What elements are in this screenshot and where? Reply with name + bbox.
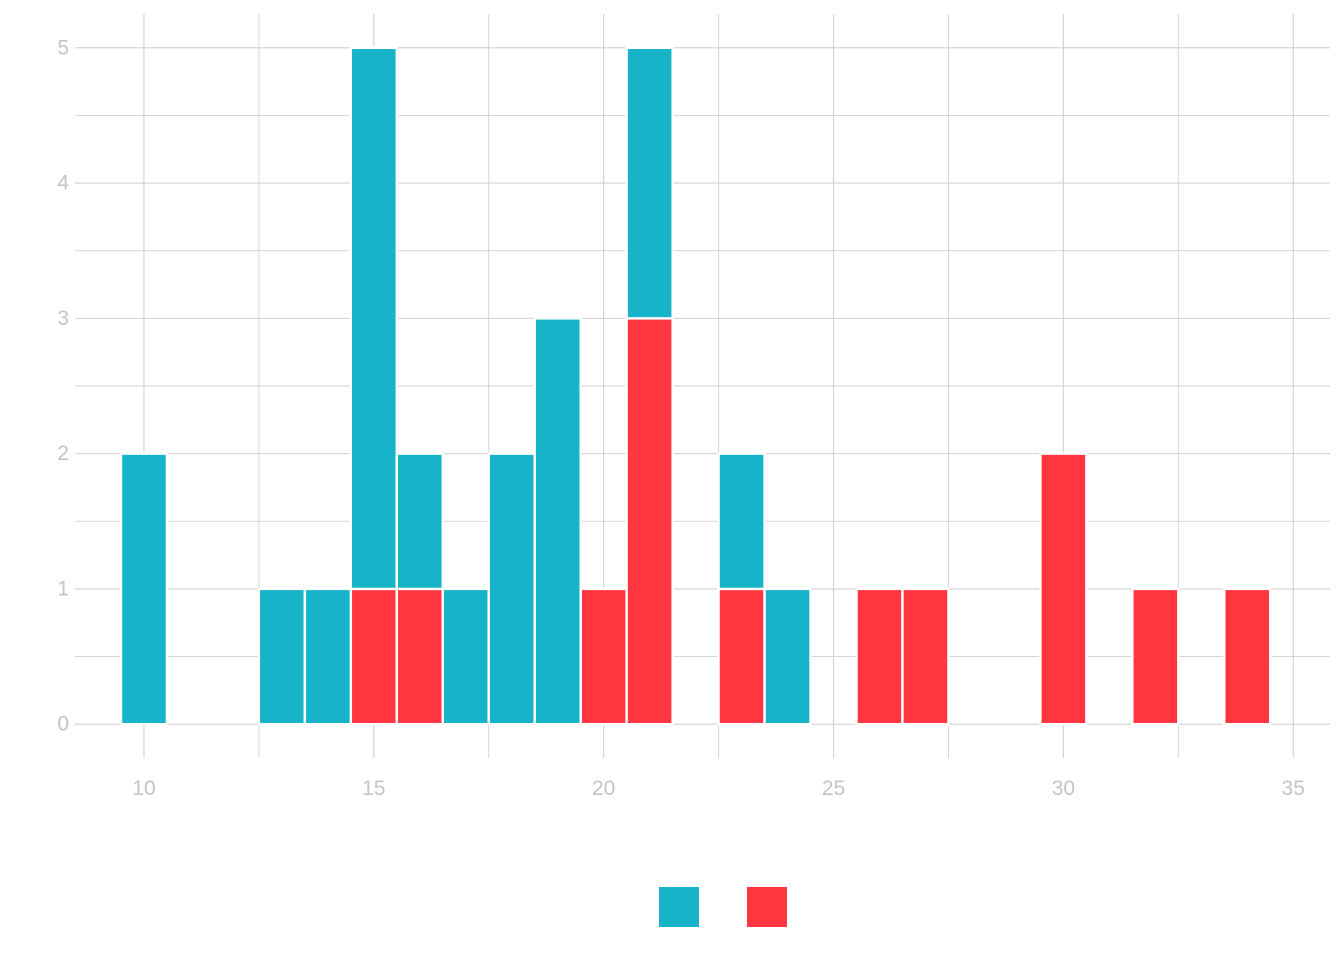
bar-series-1	[303, 587, 353, 726]
x-tick-label: 15	[362, 777, 385, 800]
bar-series-2	[855, 587, 904, 726]
bar-series-1	[717, 452, 766, 591]
x-tick-label: 30	[1052, 777, 1075, 800]
bar-series-2	[1131, 587, 1180, 726]
bar-series-2	[349, 587, 398, 726]
y-tick-label: 2	[57, 442, 69, 465]
bar-series-2	[1039, 452, 1088, 726]
bar-series-1	[763, 587, 812, 726]
bar-series-1	[349, 46, 398, 591]
bar-series-2	[579, 587, 628, 726]
bar-series-1	[487, 452, 536, 726]
bar-series-2	[625, 317, 674, 726]
x-tick-label: 10	[132, 777, 155, 800]
bar-series-1	[257, 587, 307, 726]
y-tick-label: 0	[57, 713, 69, 736]
y-tick-label: 5	[57, 36, 69, 59]
x-axis: 10 15 20 25 30 35	[132, 777, 1305, 800]
y-tick-label: 4	[57, 172, 69, 195]
legend-swatch-series-2	[747, 887, 787, 927]
bar-series-1	[395, 452, 444, 591]
y-tick-label: 3	[57, 307, 69, 330]
bar-series-1	[119, 452, 169, 726]
bar-series-1	[441, 587, 490, 726]
bar-series-2	[395, 587, 444, 726]
bar-series-2	[901, 587, 950, 726]
x-tick-label: 20	[592, 777, 615, 800]
x-tick-label: 35	[1282, 777, 1305, 800]
legend	[659, 887, 787, 927]
bar-series-1	[625, 46, 674, 320]
bars	[119, 46, 1272, 726]
bar-series-2	[717, 587, 766, 726]
legend-swatch-series-1	[659, 887, 699, 927]
bar-series-1	[533, 317, 582, 726]
y-axis: 0 1 2 3 4 5	[57, 36, 69, 735]
y-tick-label: 1	[57, 577, 69, 600]
x-tick-label: 25	[822, 777, 845, 800]
bar-series-2	[1223, 587, 1272, 726]
